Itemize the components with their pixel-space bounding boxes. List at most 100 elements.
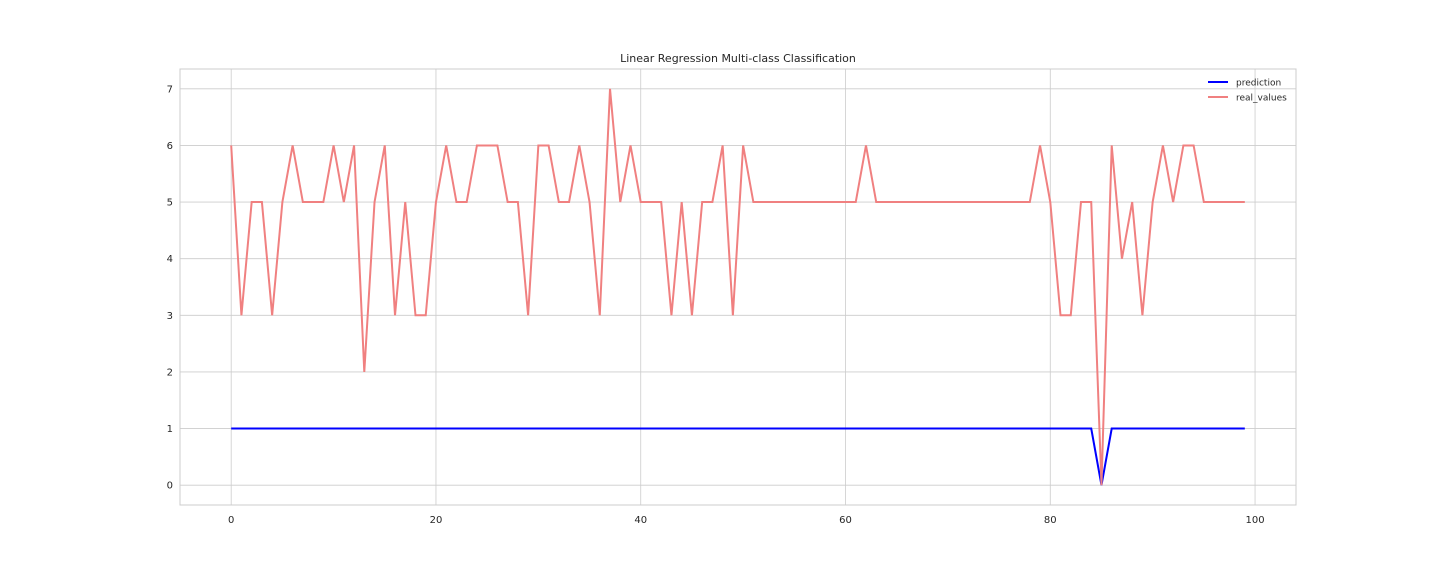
data-point-real_values xyxy=(599,314,601,316)
data-point-real_values xyxy=(1152,201,1154,203)
data-point-real_values xyxy=(1090,201,1092,203)
plot-frame xyxy=(179,68,1297,506)
data-point-prediction xyxy=(609,428,611,430)
data-point-prediction xyxy=(701,428,703,430)
data-point-real_values xyxy=(281,201,283,203)
data-point-real_values xyxy=(568,201,570,203)
y-tick-label: 2 xyxy=(167,367,173,378)
data-point-real_values xyxy=(507,201,509,203)
data-point-real_values xyxy=(1193,144,1195,146)
data-point-prediction xyxy=(1203,428,1205,430)
data-point-real_values xyxy=(722,144,724,146)
data-point-prediction xyxy=(1008,428,1010,430)
data-point-real_values xyxy=(752,201,754,203)
data-point-real_values xyxy=(711,201,713,203)
data-point-prediction xyxy=(957,428,959,430)
data-point-real_values xyxy=(804,201,806,203)
y-tick-label: 4 xyxy=(167,254,173,265)
series-layer xyxy=(230,88,1245,486)
data-point-real_values xyxy=(240,314,242,316)
data-point-real_values xyxy=(537,144,539,146)
data-point-real_values xyxy=(1141,314,1143,316)
data-point-prediction xyxy=(906,428,908,430)
data-point-real_values xyxy=(988,201,990,203)
data-point-real_values xyxy=(414,314,416,316)
data-point-prediction xyxy=(834,428,836,430)
data-point-prediction xyxy=(763,428,765,430)
data-point-real_values xyxy=(1029,201,1031,203)
data-point-real_values xyxy=(1080,201,1082,203)
data-point-prediction xyxy=(404,428,406,430)
data-point-real_values xyxy=(834,201,836,203)
data-point-prediction xyxy=(384,428,386,430)
data-point-prediction xyxy=(343,428,345,430)
data-point-prediction xyxy=(414,428,416,430)
data-point-real_values xyxy=(650,201,652,203)
data-point-real_values xyxy=(957,201,959,203)
data-point-real_values xyxy=(271,314,273,316)
data-point-prediction xyxy=(1193,428,1195,430)
data-point-prediction xyxy=(1111,428,1113,430)
data-point-real_values xyxy=(1203,201,1205,203)
data-point-real_values xyxy=(681,201,683,203)
series-line-real_values xyxy=(230,88,1245,486)
data-point-prediction xyxy=(804,428,806,430)
data-point-prediction xyxy=(353,428,355,430)
data-point-prediction xyxy=(394,428,396,430)
data-point-prediction xyxy=(589,428,591,430)
data-point-prediction xyxy=(568,428,570,430)
data-point-real_values xyxy=(404,201,406,203)
data-point-real_values xyxy=(1223,201,1225,203)
x-axis: 0 20 40 60 80 100 xyxy=(228,515,1265,526)
data-point-prediction xyxy=(251,428,253,430)
data-point-prediction xyxy=(1049,428,1051,430)
data-point-prediction xyxy=(650,428,652,430)
data-point-prediction xyxy=(1234,428,1236,430)
y-tick-label: 0 xyxy=(167,481,173,492)
data-point-real_values xyxy=(261,201,263,203)
x-tick-label: 80 xyxy=(1044,515,1057,526)
data-point-prediction xyxy=(711,428,713,430)
data-point-prediction xyxy=(302,428,304,430)
series-line-prediction xyxy=(231,427,1245,486)
data-point-prediction xyxy=(1213,428,1215,430)
data-point-real_values xyxy=(629,144,631,146)
data-point-real_values xyxy=(435,201,437,203)
data-point-real_values xyxy=(926,201,928,203)
data-point-real_values xyxy=(374,201,376,203)
legend: prediction real_values xyxy=(1208,79,1287,104)
data-point-real_values xyxy=(466,201,468,203)
y-tick-label: 6 xyxy=(167,141,173,152)
x-tick-label: 40 xyxy=(634,515,647,526)
chart-title: Linear Regression Multi-class Classifica… xyxy=(620,52,856,65)
data-point-real_values xyxy=(609,88,611,90)
data-point-real_values xyxy=(578,144,580,146)
data-point-prediction xyxy=(548,428,550,430)
data-point-real_values xyxy=(885,201,887,203)
data-point-real_values xyxy=(947,201,949,203)
data-point-real_values xyxy=(302,201,304,203)
grid xyxy=(180,69,1296,505)
data-point-real_values xyxy=(455,201,457,203)
data-point-prediction xyxy=(578,428,580,430)
data-point-prediction xyxy=(926,428,928,430)
data-point-real_values xyxy=(384,144,386,146)
data-point-prediction xyxy=(537,428,539,430)
data-point-prediction xyxy=(281,428,283,430)
data-point-prediction xyxy=(558,428,560,430)
y-tick-label: 3 xyxy=(167,311,173,322)
data-point-prediction xyxy=(292,428,294,430)
data-point-prediction xyxy=(967,428,969,430)
data-point-prediction xyxy=(783,428,785,430)
data-point-prediction xyxy=(845,428,847,430)
data-point-prediction xyxy=(1223,428,1225,430)
data-point-prediction xyxy=(988,428,990,430)
data-point-prediction xyxy=(1039,428,1041,430)
data-point-prediction xyxy=(476,428,478,430)
data-point-real_values xyxy=(855,201,857,203)
data-point-real_values xyxy=(1060,314,1062,316)
data-point-real_values xyxy=(691,314,693,316)
data-point-prediction xyxy=(261,428,263,430)
data-point-prediction xyxy=(1080,428,1082,430)
data-point-prediction xyxy=(271,428,273,430)
